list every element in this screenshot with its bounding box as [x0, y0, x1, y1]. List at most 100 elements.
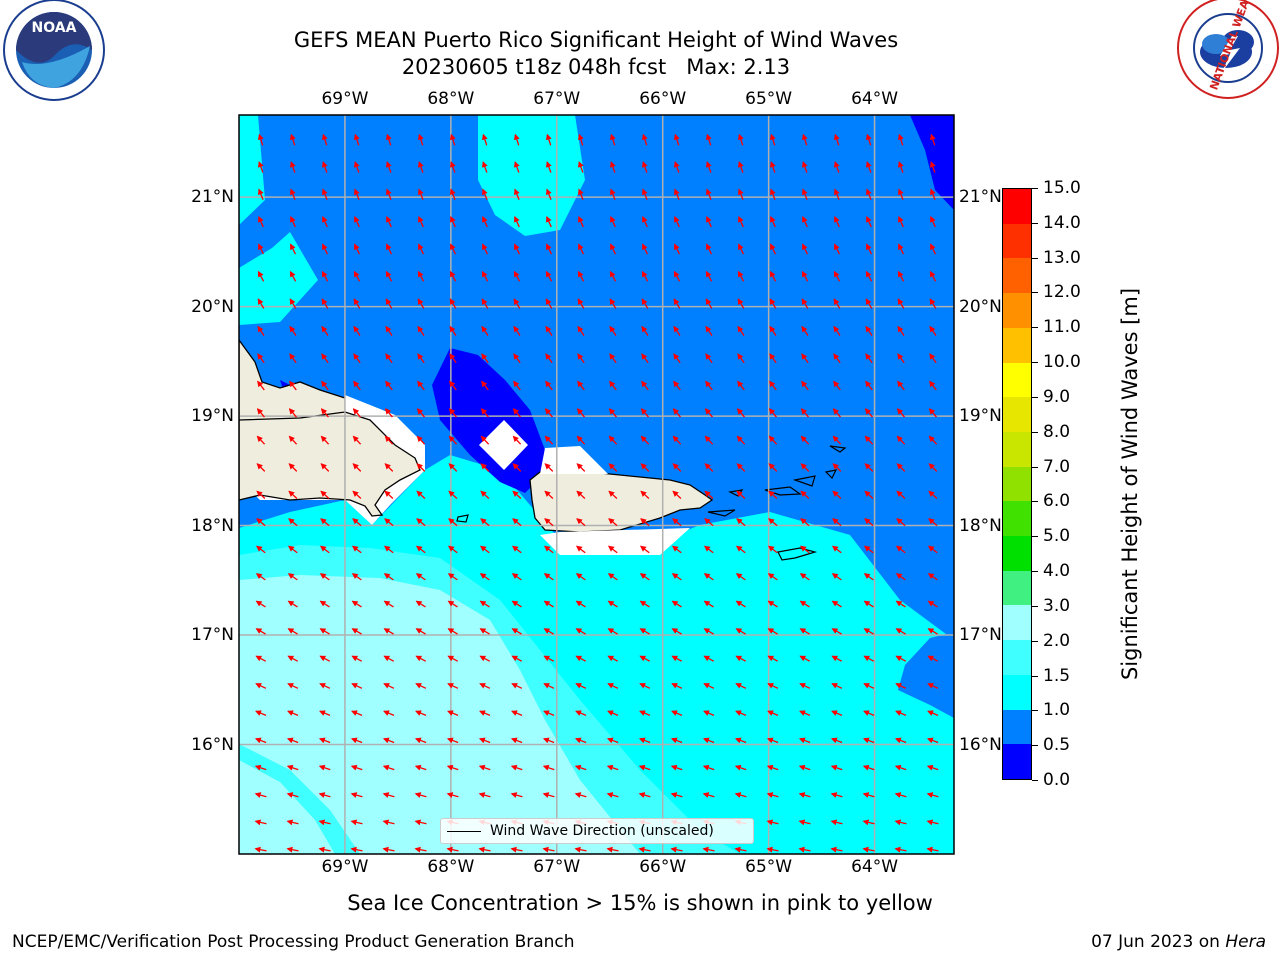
wave-direction-arrow [321, 298, 329, 309]
wave-direction-arrow [830, 819, 843, 826]
wave-direction-arrow [511, 683, 523, 689]
wave-direction-arrow [831, 683, 843, 689]
wave-direction-arrow [514, 188, 520, 200]
wave-direction-arrow [543, 683, 555, 689]
wave-direction-arrow [799, 683, 811, 689]
wave-direction-arrow [382, 792, 395, 798]
wave-direction-arrow [351, 710, 363, 716]
wave-direction-arrow [897, 380, 905, 391]
wave-direction-arrow [769, 133, 776, 146]
colorbar [1002, 188, 1032, 780]
wave-direction-arrow [288, 490, 298, 499]
lat-label: 18°N [191, 515, 234, 536]
wave-direction-arrow [767, 573, 778, 581]
wave-direction-arrow [256, 463, 266, 472]
wave-direction-arrow [350, 846, 363, 853]
wave-direction-arrow [639, 683, 651, 689]
wave-direction-arrow [318, 846, 331, 853]
wave-direction-arrow [574, 737, 587, 744]
wave-direction-arrow [450, 188, 456, 200]
wave-direction-arrow [960, 711, 970, 715]
wave-direction-arrow [446, 737, 459, 744]
wave-direction-arrow [801, 380, 809, 391]
wave-direction-arrow [702, 846, 715, 853]
wave-direction-arrow [607, 655, 619, 662]
wave-direction-arrow [895, 710, 907, 716]
lon-label: 65°W [745, 857, 793, 877]
wave-direction-arrow [575, 628, 586, 635]
wave-direction-arrow [670, 764, 683, 771]
wave-direction-arrow [798, 846, 811, 853]
colorbar-tick-label: 3.0 [1031, 595, 1071, 616]
wave-direction-arrow [704, 435, 714, 445]
wave-direction-arrow [608, 463, 618, 472]
wave-direction-arrow [865, 133, 872, 146]
wave-direction-arrow [800, 435, 810, 445]
wave-direction-arrow [865, 298, 873, 309]
wave-direction-arrow [543, 573, 554, 581]
wave-direction-arrow [673, 270, 681, 282]
wave-direction-arrow [256, 545, 266, 554]
wave-direction-arrow [353, 133, 360, 146]
wave-direction-arrow [735, 600, 746, 608]
wave-direction-arrow [927, 600, 938, 608]
wave-direction-arrow [542, 764, 555, 771]
colorbar-segment [1003, 570, 1031, 606]
wave-direction-arrow [481, 353, 489, 364]
footer-credit: NCEP/EMC/Verification Post Processing Pr… [12, 932, 575, 952]
wave-direction-arrow [448, 518, 458, 527]
colorbar-tick-label: 0.0 [1031, 770, 1071, 790]
wave-direction-arrow [638, 792, 651, 798]
wave-direction-arrow [673, 243, 681, 255]
wave-direction-arrow [927, 710, 939, 716]
wave-direction-arrow [512, 435, 522, 445]
wave-direction-arrow [318, 819, 331, 826]
wave-direction-arrow [642, 188, 648, 200]
wave-direction-arrow [289, 353, 297, 364]
wave-direction-arrow [416, 545, 426, 554]
lat-label: 21°N [959, 187, 1002, 208]
wave-direction-arrow [831, 710, 843, 716]
wave-direction-arrow [543, 600, 554, 608]
noaa-logo-text: NOAA [32, 20, 77, 36]
wave-direction-arrow [894, 819, 907, 826]
wave-direction-arrow [289, 325, 297, 336]
colorbar-segment [1003, 258, 1031, 294]
wave-direction-arrow [289, 243, 297, 255]
wave-direction-arrow [418, 215, 424, 228]
wave-direction-arrow [865, 270, 873, 282]
wave-direction-arrow [385, 243, 393, 255]
wave-direction-arrow [257, 298, 265, 309]
wave-direction-arrow [800, 490, 810, 499]
wave-direction-arrow [257, 353, 265, 364]
wave-direction-arrow [704, 490, 714, 499]
wave-direction-arrow [288, 518, 298, 527]
wave-direction-arrow [255, 683, 267, 689]
wave-direction-arrow [834, 188, 840, 200]
wave-direction-arrow [799, 655, 811, 662]
wave-direction-arrow [544, 490, 554, 499]
wave-direction-arrow [705, 243, 713, 255]
wave-direction-arrow [641, 353, 649, 364]
wave-direction-arrow [481, 133, 488, 146]
lat-label: 17°N [959, 625, 1002, 646]
wave-direction-arrow [448, 408, 457, 418]
wave-direction-arrow [545, 353, 553, 364]
wave-direction-arrow [512, 408, 521, 418]
wave-direction-arrow [704, 518, 714, 527]
wave-direction-arrow [257, 380, 265, 391]
wave-direction-arrow [480, 518, 490, 527]
wave-direction-arrow [449, 133, 456, 146]
wave-direction-arrow [447, 600, 458, 608]
colorbar-tick-label: 2.0 [1031, 630, 1071, 651]
wave-direction-arrow [737, 243, 745, 255]
wave-direction-arrow [575, 683, 587, 689]
wave-direction-arrow [801, 270, 809, 282]
lon-label: 66°W [639, 89, 687, 109]
wave-direction-arrow [574, 846, 587, 853]
wave-direction-arrow [963, 135, 966, 146]
wave-direction-arrow [703, 683, 715, 689]
wave-direction-arrow [446, 846, 459, 853]
wave-direction-arrow [479, 573, 490, 581]
